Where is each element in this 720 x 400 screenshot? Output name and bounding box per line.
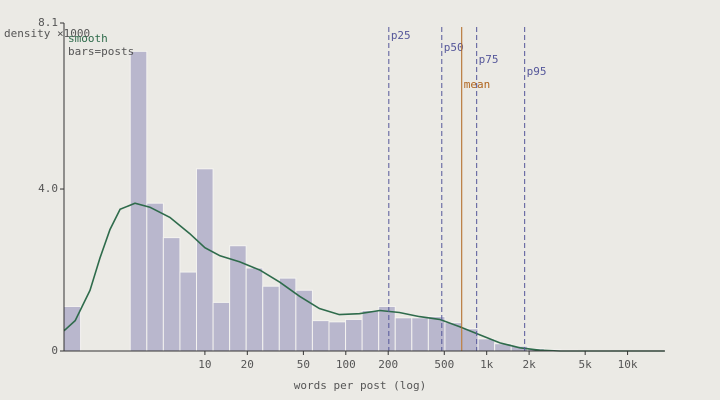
bar: [245, 267, 264, 352]
bar: [427, 316, 446, 352]
bar: [411, 317, 429, 352]
x-axis-label: words per post (log): [294, 379, 426, 392]
x-tick-label: 200: [378, 358, 398, 371]
bar: [394, 317, 413, 352]
bar: [378, 305, 396, 352]
marker-label: p95: [527, 65, 547, 78]
bar: [262, 285, 280, 352]
x-tick-label: 10k: [618, 358, 638, 371]
bar: [129, 50, 148, 352]
smooth-line: [63, 202, 665, 352]
bar: [461, 328, 479, 352]
y-tick-label: 4.0: [38, 182, 58, 195]
bar: [328, 321, 347, 352]
x-tick-label: 500: [434, 358, 454, 371]
bar: [361, 310, 380, 352]
x-tick-label: 5k: [579, 358, 593, 371]
x-tick-label: 20: [241, 358, 254, 371]
marker-label: p75: [479, 53, 499, 66]
bar: [345, 318, 363, 352]
marker-label: p50: [444, 41, 464, 54]
bar: [146, 202, 164, 352]
legend-smooth: smooth: [68, 32, 108, 45]
marker-label: p25: [391, 29, 411, 42]
x-tick-label: 1k: [480, 358, 494, 371]
bar: [162, 237, 181, 352]
bar: [311, 320, 330, 352]
y-axis-label: density ×1000: [4, 27, 90, 40]
y-tick-label: 8.1: [38, 16, 58, 29]
bar: [179, 271, 197, 352]
bar: [195, 168, 214, 352]
legend-bars: bars=posts: [68, 45, 134, 58]
x-tick-label: 2k: [522, 358, 536, 371]
x-tick-label: 100: [336, 358, 356, 371]
y-tick-label: 0: [51, 344, 58, 357]
bar: [278, 277, 297, 352]
x-tick-label: 10: [198, 358, 211, 371]
x-tick-label: 50: [297, 358, 310, 371]
bar: [212, 301, 231, 352]
